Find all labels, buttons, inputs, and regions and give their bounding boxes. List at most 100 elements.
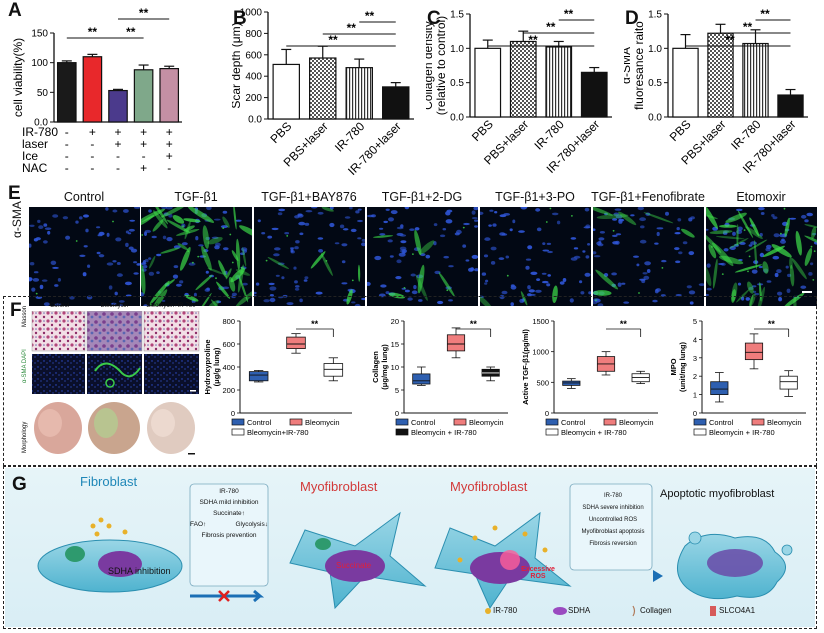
condition-label: Control [63,190,105,204]
y-axis-label: Collagen [372,351,380,383]
box [779,375,798,390]
y-axis-label: Active TGF-β1(pg/ml) [521,329,530,405]
bar [545,46,573,118]
treatment-mark: - [116,149,120,163]
y-axis-label-2: (unit/mg lung) [678,342,687,392]
treatment-row-label: laser [22,137,48,151]
y-axis-label-2: (μg/g lung) [212,347,221,386]
reversion-box [569,483,653,571]
significance-label: ** [725,33,735,47]
apoptotic-title: Apoptotic myofibroblast [660,488,775,500]
microscopy-image [480,207,591,306]
treatment-mark: + [140,161,147,175]
legend-label: Control [247,418,272,427]
y-tick-label: 0.0 [450,113,464,124]
y-tick-label: 5 [395,386,399,395]
legend-ir780-text: IR-780 [493,606,518,615]
condition-label: TGF-β1+BAY876 [261,190,357,204]
y-tick-label: 0 [545,409,549,418]
category-label: PBS [667,117,694,144]
significance-label: ** [620,319,628,329]
y-tick-label: 1.0 [450,44,464,55]
y-tick-label: 0 [231,409,235,418]
y-tick-label: 3 [693,354,697,363]
significance-label: ** [470,319,478,329]
panel-f-frame [3,296,817,466]
panel-f-label: F [10,300,22,321]
panel-b-label: B [233,8,247,29]
condition-label: Etomoxir [736,190,786,204]
box [710,381,729,396]
histo-row-morphology: Morphology [22,421,28,453]
panel-d-bar-chart: 0.0 0.5 1.0 1.5 ** ** ** α-SMA fluoresance raito… [624,7,808,176]
y-tick-label: 1000 [240,8,263,19]
y-tick-label: 0.0 [648,113,662,124]
y-tick-label: 1.0 [648,44,662,55]
treatment-mark: - [90,161,94,175]
legend-label: Bleomycin [469,418,504,427]
significance-label: ** [760,7,770,21]
significance-label: ** [528,33,538,47]
y-tick-label: 200 [245,93,262,104]
legend-label: Control [411,418,436,427]
y-tick-label: 800 [245,29,262,40]
box [323,363,344,377]
panel-c-bar-chart: 0.0 0.5 1.0 1.5 ** ** ** Collagen density (relat… [426,7,612,176]
treatment-mark: - [65,161,69,175]
legend-sdha-text: SDHA [568,606,591,615]
panel-c-label: C [427,8,441,29]
treatment-row-label: Ice [22,149,38,163]
bar [133,69,154,123]
box [412,373,431,385]
legend-swatch [545,428,559,436]
myofibroblast-title-1: Myofibroblast [300,479,378,494]
condition-label: TGF-β1+3-PO [495,190,575,204]
histology-grid: Control Bleomycin Bleomycin+IR-780 Masso… [22,303,200,463]
bar [82,56,103,123]
treatment-mark: + [114,137,121,151]
bar [777,94,804,118]
significance-label: ** [126,25,136,39]
panel-e-label: E [8,183,21,204]
y-tick-label: 600 [222,340,235,349]
significance-label: ** [139,6,149,20]
y-axis-label: Scar depth (μm) [232,22,243,108]
legend-swatch [231,428,245,436]
panel-g-frame [3,466,817,629]
y-axis-label: Collagen density [426,21,435,110]
microscopy-image [706,207,817,306]
bar [382,86,410,120]
treatment-mark: - [65,149,69,163]
y-axis-label: cell viability(%) [11,38,25,117]
y-tick-label: 0 [693,409,697,418]
legend-slco4a1-text: SLCO4A1 [719,606,756,615]
y-tick-label: 1.5 [450,10,464,21]
category-label: PBS [469,117,496,144]
bar [56,62,77,123]
y-tick-label: 15 [391,340,399,349]
legend-label: Bleomycin + IR-780 [709,428,775,437]
treatment-mark: - [167,161,171,175]
bar [108,89,128,123]
legend-swatch [751,418,765,426]
treatment-mark: + [140,137,147,151]
significance-label: ** [546,20,556,34]
treatment-mark: - [142,149,146,163]
bar [272,63,300,120]
microscopy-image [593,207,704,306]
y-axis-label: Hydroxyproline [203,339,212,394]
panel-a-label: A [8,0,22,21]
y-tick-label: 200 [222,386,235,395]
microscopy-image [367,207,478,306]
y-tick-label: 1500 [532,317,549,326]
y-tick-label: 4 [693,335,697,344]
mechanism-schematic [37,483,793,617]
histo-col-bleomycin: Bleomycin [100,303,129,309]
y-tick-label: 10 [391,363,399,372]
treatment-mark: + [166,137,173,151]
legend-swatch [603,418,617,426]
panel-g-label: G [12,474,27,495]
legend-slco4a1-icon [710,606,716,616]
box [744,342,764,361]
y-tick-label: 100 [31,58,48,69]
